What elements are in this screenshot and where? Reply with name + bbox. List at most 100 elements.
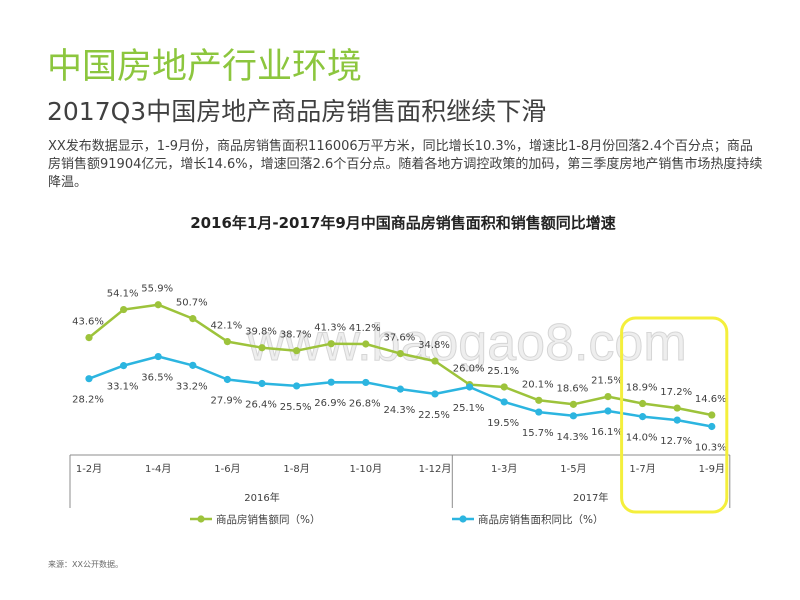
series-2-point [258,379,266,388]
series-2-data-label: 28.2% [72,395,104,406]
series-1-point [535,396,543,404]
series-2-data-label: 36.5% [141,373,173,384]
series-2-data-label: 26.4% [245,400,277,411]
series-2-point [327,378,335,386]
series-1-point [189,315,197,323]
watermark-text: www.baogao8.com [246,314,686,372]
series-2-data-label: 12.7% [660,436,692,447]
series-2-data-label: 33.2% [176,381,208,392]
series-2-point [396,385,404,393]
line-chart: www.baogao8.com 1-2月 1-4月 1-6月 1-8月 1-10月 1-12… [69,284,731,526]
series-1-data-label: 54.1% [107,289,139,300]
series-1-point [396,350,404,358]
series-1-data-label: 18.6% [557,383,589,394]
series-1-point [639,399,647,408]
series-2-point [708,422,716,431]
slide-subtitle: 2017Q3中国房地产商品房销售面积继续下滑 [47,97,547,126]
series-2-point [639,413,647,421]
series-1-point [431,357,439,365]
series-1-data-label: 39.8% [245,327,277,338]
series-1-data-label: 18.9% [626,383,658,394]
series-1-point [120,305,128,314]
series-1-data-label: 14.6% [695,394,727,405]
series-1-data-label: 17.2% [660,387,692,398]
series-2-data-label: 14.0% [626,433,658,444]
series-1-data-label: 50.7% [176,298,208,309]
series-2-data-label: 33.1% [107,382,139,393]
series-2-point [154,352,162,361]
chart-title: 2016年1月-2017年9月中国商品房销售面积和销售额同比增速 [190,214,616,232]
series-2-data-label: 14.3% [557,432,589,443]
series-2-point [362,378,370,387]
series-2-point [120,362,128,370]
series-2-data-label: 15.7% [522,428,554,439]
series-1-point [708,411,716,419]
series-2-point [569,412,578,420]
series-1-data-label: 20.1% [522,379,554,390]
series-1-data-label: 38.7% [280,330,312,341]
x-tick-label: 1-2月 [76,463,102,475]
series-2-point [604,407,612,415]
series-1-data-label: 55.9% [141,284,173,295]
slide-title: 中国房地产行业环境 [47,47,363,87]
x-group-label: 2016年 [244,491,279,504]
series-1-data-label: 21.5% [591,376,623,387]
series-1-point [569,400,578,408]
series-2-point [223,375,231,384]
x-tick-label: 1-7月 [629,463,655,475]
legend-item: 商品房销售面积同比（%） [452,513,603,526]
series-2-point [293,382,301,390]
series-1-point [85,333,93,342]
series-1-point [327,340,335,348]
x-group-label: 2017年 [573,491,608,504]
intro-paragraph: XX发布数据显示，1-9月份，商品房销售面积116006万平方米，同比增长10.… [48,139,763,190]
series-2-data-label: 16.1% [591,427,623,438]
legend-label: 商品房销售面积同比（%） [478,513,603,526]
series-1-data-label: 26.0% [453,364,485,375]
series-2-point [535,408,543,416]
x-tick-label: 1-8月 [283,463,309,475]
series-1-data-label: 41.2% [349,323,381,334]
series-1-point [362,340,370,348]
series-1-point [673,404,681,412]
series-2-point [85,375,93,383]
series-1-data-label: 25.1% [487,366,519,377]
series-2-point [673,416,681,424]
series-2-data-label: 10.3% [695,442,727,453]
series-1-point [293,347,301,355]
x-tick-label: 1-4月 [145,463,171,475]
series-1-data-label: 34.8% [418,340,450,351]
series-1-point [604,392,612,401]
x-tick-label: 1-5月 [560,463,586,475]
legend-swatch-marker [197,515,205,523]
series-2-data-label: 26.8% [349,398,381,409]
series-2-data-label: 19.5% [487,418,519,429]
series-1-point [500,383,508,391]
series-2-point [431,390,439,398]
series-2-point [466,383,474,391]
series-1-point [154,301,162,309]
series-2-data-label: 22.5% [418,410,450,421]
series-1-point [258,344,266,352]
series-2-data-label: 25.5% [280,402,312,413]
legend-item: 商品房销售额同（%） [190,513,320,526]
legend-swatch-marker [459,515,467,523]
series-1-point [223,337,231,346]
series-1-data-label: 43.6% [72,317,104,328]
series-1-data-label: 41.3% [314,323,346,334]
series-2-point [500,398,508,406]
series-2-point [189,361,197,369]
series-1-data-label: 42.1% [211,321,243,332]
series-2-data-label: 26.9% [314,398,346,409]
highlight-box [620,316,729,514]
x-tick-label: 1-12月 [419,463,452,475]
x-tick-label: 1-9月 [699,463,725,475]
series-2-data-label: 27.9% [211,396,243,407]
x-tick-label: 1-3月 [491,463,517,475]
source-note: 来源：XX公开数据。 [48,560,123,569]
x-tick-label: 1-6月 [214,463,240,475]
series-2-data-label: 24.3% [384,405,416,416]
series-2-data-label: 25.1% [453,403,485,414]
series-1-data-label: 37.6% [384,333,416,344]
x-tick-label: 1-10月 [349,463,382,475]
